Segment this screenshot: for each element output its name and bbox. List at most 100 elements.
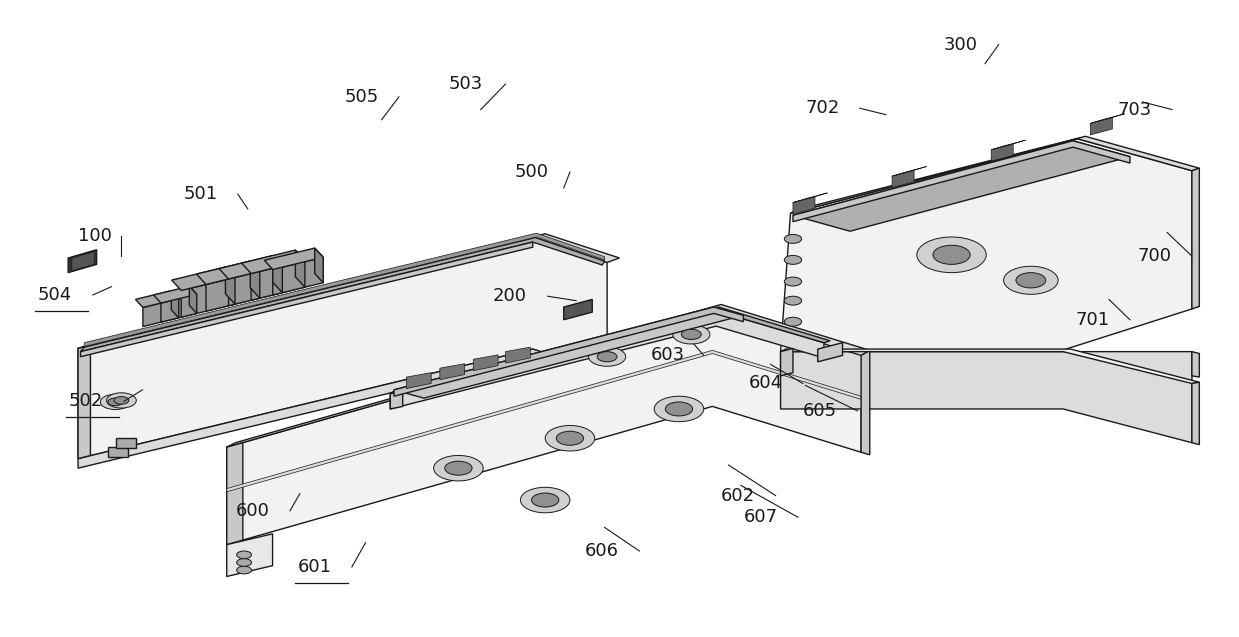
Polygon shape [264, 248, 323, 269]
Polygon shape [227, 350, 861, 492]
Circle shape [434, 455, 483, 481]
Polygon shape [1090, 114, 1125, 124]
Circle shape [545, 426, 595, 451]
Polygon shape [84, 233, 605, 347]
Circle shape [100, 394, 130, 410]
Text: 602: 602 [721, 487, 756, 505]
Text: 100: 100 [78, 227, 112, 245]
Polygon shape [991, 140, 1026, 150]
Circle shape [784, 277, 802, 286]
Circle shape [445, 461, 472, 475]
Polygon shape [273, 257, 323, 295]
Circle shape [1004, 266, 1058, 294]
Circle shape [933, 245, 970, 264]
Polygon shape [250, 261, 260, 298]
Circle shape [532, 493, 559, 507]
Polygon shape [154, 286, 197, 303]
Text: 600: 600 [235, 502, 269, 520]
Polygon shape [273, 255, 282, 292]
Circle shape [673, 325, 710, 344]
Polygon shape [190, 286, 197, 313]
Circle shape [1016, 273, 1046, 288]
Polygon shape [506, 347, 530, 363]
Polygon shape [78, 234, 620, 348]
Polygon shape [892, 170, 914, 188]
Polygon shape [227, 534, 273, 576]
Circle shape [654, 396, 704, 422]
Text: 607: 607 [743, 508, 778, 526]
Polygon shape [1192, 352, 1199, 377]
Polygon shape [206, 271, 260, 311]
Polygon shape [78, 349, 607, 468]
Text: 606: 606 [585, 542, 618, 560]
Polygon shape [72, 252, 94, 271]
Polygon shape [78, 239, 607, 459]
Polygon shape [394, 307, 743, 398]
Polygon shape [390, 392, 403, 409]
Polygon shape [793, 141, 1130, 222]
Text: 501: 501 [183, 185, 218, 203]
Text: 603: 603 [650, 347, 685, 364]
Polygon shape [793, 141, 1130, 231]
Circle shape [237, 559, 252, 566]
Polygon shape [227, 309, 861, 545]
Circle shape [597, 352, 617, 362]
Text: 701: 701 [1075, 311, 1110, 329]
Polygon shape [781, 139, 1192, 352]
Text: 601: 601 [297, 558, 331, 576]
Polygon shape [406, 373, 431, 389]
Polygon shape [781, 352, 1192, 443]
Polygon shape [781, 348, 793, 376]
Circle shape [556, 431, 584, 445]
Polygon shape [242, 250, 305, 273]
Circle shape [108, 398, 123, 406]
Circle shape [589, 347, 626, 366]
Circle shape [784, 296, 802, 305]
Polygon shape [1192, 382, 1199, 445]
Polygon shape [394, 307, 743, 396]
Polygon shape [781, 349, 1199, 383]
Polygon shape [228, 266, 282, 306]
Polygon shape [473, 355, 498, 371]
Circle shape [520, 487, 570, 513]
Text: 604: 604 [748, 375, 783, 392]
Polygon shape [1192, 168, 1199, 309]
Polygon shape [790, 136, 1199, 213]
Polygon shape [161, 294, 197, 322]
Polygon shape [295, 250, 305, 287]
Polygon shape [227, 304, 870, 447]
Polygon shape [1090, 118, 1113, 135]
Polygon shape [227, 443, 243, 545]
Polygon shape [564, 299, 592, 320]
Polygon shape [135, 290, 178, 308]
Polygon shape [390, 311, 824, 409]
Circle shape [107, 393, 136, 408]
Circle shape [665, 402, 693, 416]
Circle shape [114, 397, 129, 404]
Text: 200: 200 [493, 287, 527, 305]
Circle shape [237, 551, 252, 559]
Text: 300: 300 [944, 36, 978, 54]
Text: 702: 702 [805, 99, 840, 117]
Polygon shape [390, 307, 830, 394]
Polygon shape [818, 343, 843, 362]
Text: 505: 505 [344, 88, 379, 106]
Text: 703: 703 [1118, 101, 1152, 118]
Polygon shape [108, 447, 128, 457]
Polygon shape [81, 238, 605, 352]
Polygon shape [197, 261, 260, 285]
Text: 500: 500 [514, 163, 548, 181]
Polygon shape [78, 345, 90, 459]
Circle shape [784, 234, 802, 243]
Polygon shape [315, 248, 323, 283]
Polygon shape [892, 166, 927, 176]
Circle shape [681, 329, 701, 340]
Polygon shape [793, 193, 828, 203]
Polygon shape [861, 350, 870, 455]
Circle shape [784, 255, 802, 264]
Text: 700: 700 [1137, 247, 1171, 265]
Polygon shape [440, 364, 465, 380]
Text: 504: 504 [37, 286, 72, 304]
Polygon shape [142, 299, 178, 327]
Polygon shape [252, 261, 305, 300]
